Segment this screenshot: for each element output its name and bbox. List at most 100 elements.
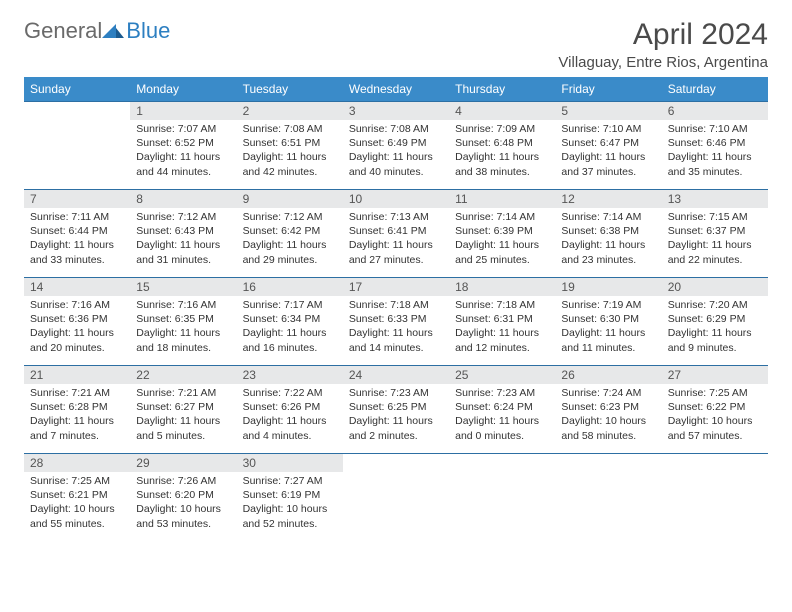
weekday-header: Wednesday	[343, 77, 449, 102]
day-number: 24	[343, 366, 449, 384]
sunrise-text: Sunrise: 7:14 AM	[455, 210, 549, 224]
day-number: 2	[237, 102, 343, 120]
daylight-text: Daylight: 11 hours and 37 minutes.	[561, 150, 655, 178]
day-content: Sunrise: 7:24 AMSunset: 6:23 PMDaylight:…	[555, 384, 661, 447]
daylight-text: Daylight: 11 hours and 2 minutes.	[349, 414, 443, 442]
sunrise-text: Sunrise: 7:10 AM	[561, 122, 655, 136]
daylight-text: Daylight: 11 hours and 44 minutes.	[136, 150, 230, 178]
daylight-text: Daylight: 11 hours and 14 minutes.	[349, 326, 443, 354]
sunrise-text: Sunrise: 7:16 AM	[30, 298, 124, 312]
day-number: 8	[130, 190, 236, 208]
daylight-text: Daylight: 11 hours and 0 minutes.	[455, 414, 549, 442]
sunrise-text: Sunrise: 7:07 AM	[136, 122, 230, 136]
sunrise-text: Sunrise: 7:21 AM	[30, 386, 124, 400]
calendar-cell: 30Sunrise: 7:27 AMSunset: 6:19 PMDayligh…	[237, 454, 343, 542]
daylight-text: Daylight: 10 hours and 55 minutes.	[30, 502, 124, 530]
day-content: Sunrise: 7:16 AMSunset: 6:35 PMDaylight:…	[130, 296, 236, 359]
daylight-text: Daylight: 11 hours and 9 minutes.	[668, 326, 762, 354]
logo-text-general: General	[24, 18, 102, 44]
calendar-cell: 13Sunrise: 7:15 AMSunset: 6:37 PMDayligh…	[662, 190, 768, 278]
daylight-text: Daylight: 10 hours and 52 minutes.	[243, 502, 337, 530]
sunset-text: Sunset: 6:48 PM	[455, 136, 549, 150]
calendar-table: Sunday Monday Tuesday Wednesday Thursday…	[24, 77, 768, 542]
day-number: 5	[555, 102, 661, 120]
calendar-cell: 4Sunrise: 7:09 AMSunset: 6:48 PMDaylight…	[449, 102, 555, 190]
sunrise-text: Sunrise: 7:21 AM	[136, 386, 230, 400]
day-content: Sunrise: 7:14 AMSunset: 6:38 PMDaylight:…	[555, 208, 661, 271]
calendar-cell: 28Sunrise: 7:25 AMSunset: 6:21 PMDayligh…	[24, 454, 130, 542]
calendar-cell: 29Sunrise: 7:26 AMSunset: 6:20 PMDayligh…	[130, 454, 236, 542]
day-number: 30	[237, 454, 343, 472]
sunset-text: Sunset: 6:20 PM	[136, 488, 230, 502]
day-content: Sunrise: 7:10 AMSunset: 6:46 PMDaylight:…	[662, 120, 768, 183]
sunset-text: Sunset: 6:25 PM	[349, 400, 443, 414]
sunset-text: Sunset: 6:22 PM	[668, 400, 762, 414]
sunrise-text: Sunrise: 7:18 AM	[349, 298, 443, 312]
day-number: 26	[555, 366, 661, 384]
sunrise-text: Sunrise: 7:24 AM	[561, 386, 655, 400]
calendar-cell: 20Sunrise: 7:20 AMSunset: 6:29 PMDayligh…	[662, 278, 768, 366]
daylight-text: Daylight: 10 hours and 58 minutes.	[561, 414, 655, 442]
sunrise-text: Sunrise: 7:11 AM	[30, 210, 124, 224]
day-content: Sunrise: 7:27 AMSunset: 6:19 PMDaylight:…	[237, 472, 343, 535]
sunset-text: Sunset: 6:43 PM	[136, 224, 230, 238]
sunset-text: Sunset: 6:49 PM	[349, 136, 443, 150]
sunrise-text: Sunrise: 7:13 AM	[349, 210, 443, 224]
day-number: 14	[24, 278, 130, 296]
calendar-cell	[662, 454, 768, 542]
daylight-text: Daylight: 10 hours and 53 minutes.	[136, 502, 230, 530]
weekday-header: Saturday	[662, 77, 768, 102]
calendar-row: 7Sunrise: 7:11 AMSunset: 6:44 PMDaylight…	[24, 190, 768, 278]
day-number: 11	[449, 190, 555, 208]
weekday-header: Thursday	[449, 77, 555, 102]
calendar-cell: 3Sunrise: 7:08 AMSunset: 6:49 PMDaylight…	[343, 102, 449, 190]
calendar-cell: 21Sunrise: 7:21 AMSunset: 6:28 PMDayligh…	[24, 366, 130, 454]
sunrise-text: Sunrise: 7:25 AM	[668, 386, 762, 400]
daylight-text: Daylight: 11 hours and 38 minutes.	[455, 150, 549, 178]
calendar-cell: 11 Sunrise: 7:14 AMSunset: 6:39 PMDayligh…	[449, 190, 555, 278]
day-content: Sunrise: 7:11 AMSunset: 6:44 PMDaylight:…	[24, 208, 130, 271]
calendar-cell: 14Sunrise: 7:16 AMSunset: 6:36 PMDayligh…	[24, 278, 130, 366]
sunrise-text: Sunrise: 7:12 AM	[243, 210, 337, 224]
sunset-text: Sunset: 6:34 PM	[243, 312, 337, 326]
daylight-text: Daylight: 11 hours and 40 minutes.	[349, 150, 443, 178]
sunset-text: Sunset: 6:28 PM	[30, 400, 124, 414]
daylight-text: Daylight: 11 hours and 25 minutes.	[455, 238, 549, 266]
day-number: 3	[343, 102, 449, 120]
day-content: Sunrise: 7:18 AMSunset: 6:33 PMDaylight:…	[343, 296, 449, 359]
sunrise-text: Sunrise: 7:14 AM	[561, 210, 655, 224]
sunrise-text: Sunrise: 7:22 AM	[243, 386, 337, 400]
title-block: April 2024 Villaguay, Entre Rios, Argent…	[558, 18, 768, 71]
logo-text-blue: Blue	[126, 18, 170, 44]
day-number: 17	[343, 278, 449, 296]
day-number: 1	[130, 102, 236, 120]
header: General Blue April 2024 Villaguay, Entre…	[24, 18, 768, 71]
sunset-text: Sunset: 6:23 PM	[561, 400, 655, 414]
sunset-text: Sunset: 6:39 PM	[455, 224, 549, 238]
daylight-text: Daylight: 11 hours and 31 minutes.	[136, 238, 230, 266]
sunset-text: Sunset: 6:41 PM	[349, 224, 443, 238]
calendar-row: 28Sunrise: 7:25 AMSunset: 6:21 PMDayligh…	[24, 454, 768, 542]
day-number: 10	[343, 190, 449, 208]
daylight-text: Daylight: 11 hours and 35 minutes.	[668, 150, 762, 178]
day-number: 25	[449, 366, 555, 384]
calendar-cell: 26Sunrise: 7:24 AMSunset: 6:23 PMDayligh…	[555, 366, 661, 454]
daylight-text: Daylight: 11 hours and 18 minutes.	[136, 326, 230, 354]
calendar-cell: 15Sunrise: 7:16 AMSunset: 6:35 PMDayligh…	[130, 278, 236, 366]
calendar-cell: 17Sunrise: 7:18 AMSunset: 6:33 PMDayligh…	[343, 278, 449, 366]
sunrise-text: Sunrise: 7:26 AM	[136, 474, 230, 488]
daylight-text: Daylight: 11 hours and 12 minutes.	[455, 326, 549, 354]
calendar-cell	[449, 454, 555, 542]
daylight-text: Daylight: 11 hours and 29 minutes.	[243, 238, 337, 266]
day-content: Sunrise: 7:08 AMSunset: 6:51 PMDaylight:…	[237, 120, 343, 183]
sunrise-text: Sunrise: 7:23 AM	[455, 386, 549, 400]
daylight-text: Daylight: 11 hours and 42 minutes.	[243, 150, 337, 178]
sunset-text: Sunset: 6:31 PM	[455, 312, 549, 326]
sunset-text: Sunset: 6:42 PM	[243, 224, 337, 238]
logo: General Blue	[24, 18, 170, 44]
calendar-cell: 25Sunrise: 7:23 AMSunset: 6:24 PMDayligh…	[449, 366, 555, 454]
sunset-text: Sunset: 6:27 PM	[136, 400, 230, 414]
sunset-text: Sunset: 6:37 PM	[668, 224, 762, 238]
calendar-cell: 23Sunrise: 7:22 AMSunset: 6:26 PMDayligh…	[237, 366, 343, 454]
day-content: Sunrise: 7:23 AMSunset: 6:25 PMDaylight:…	[343, 384, 449, 447]
